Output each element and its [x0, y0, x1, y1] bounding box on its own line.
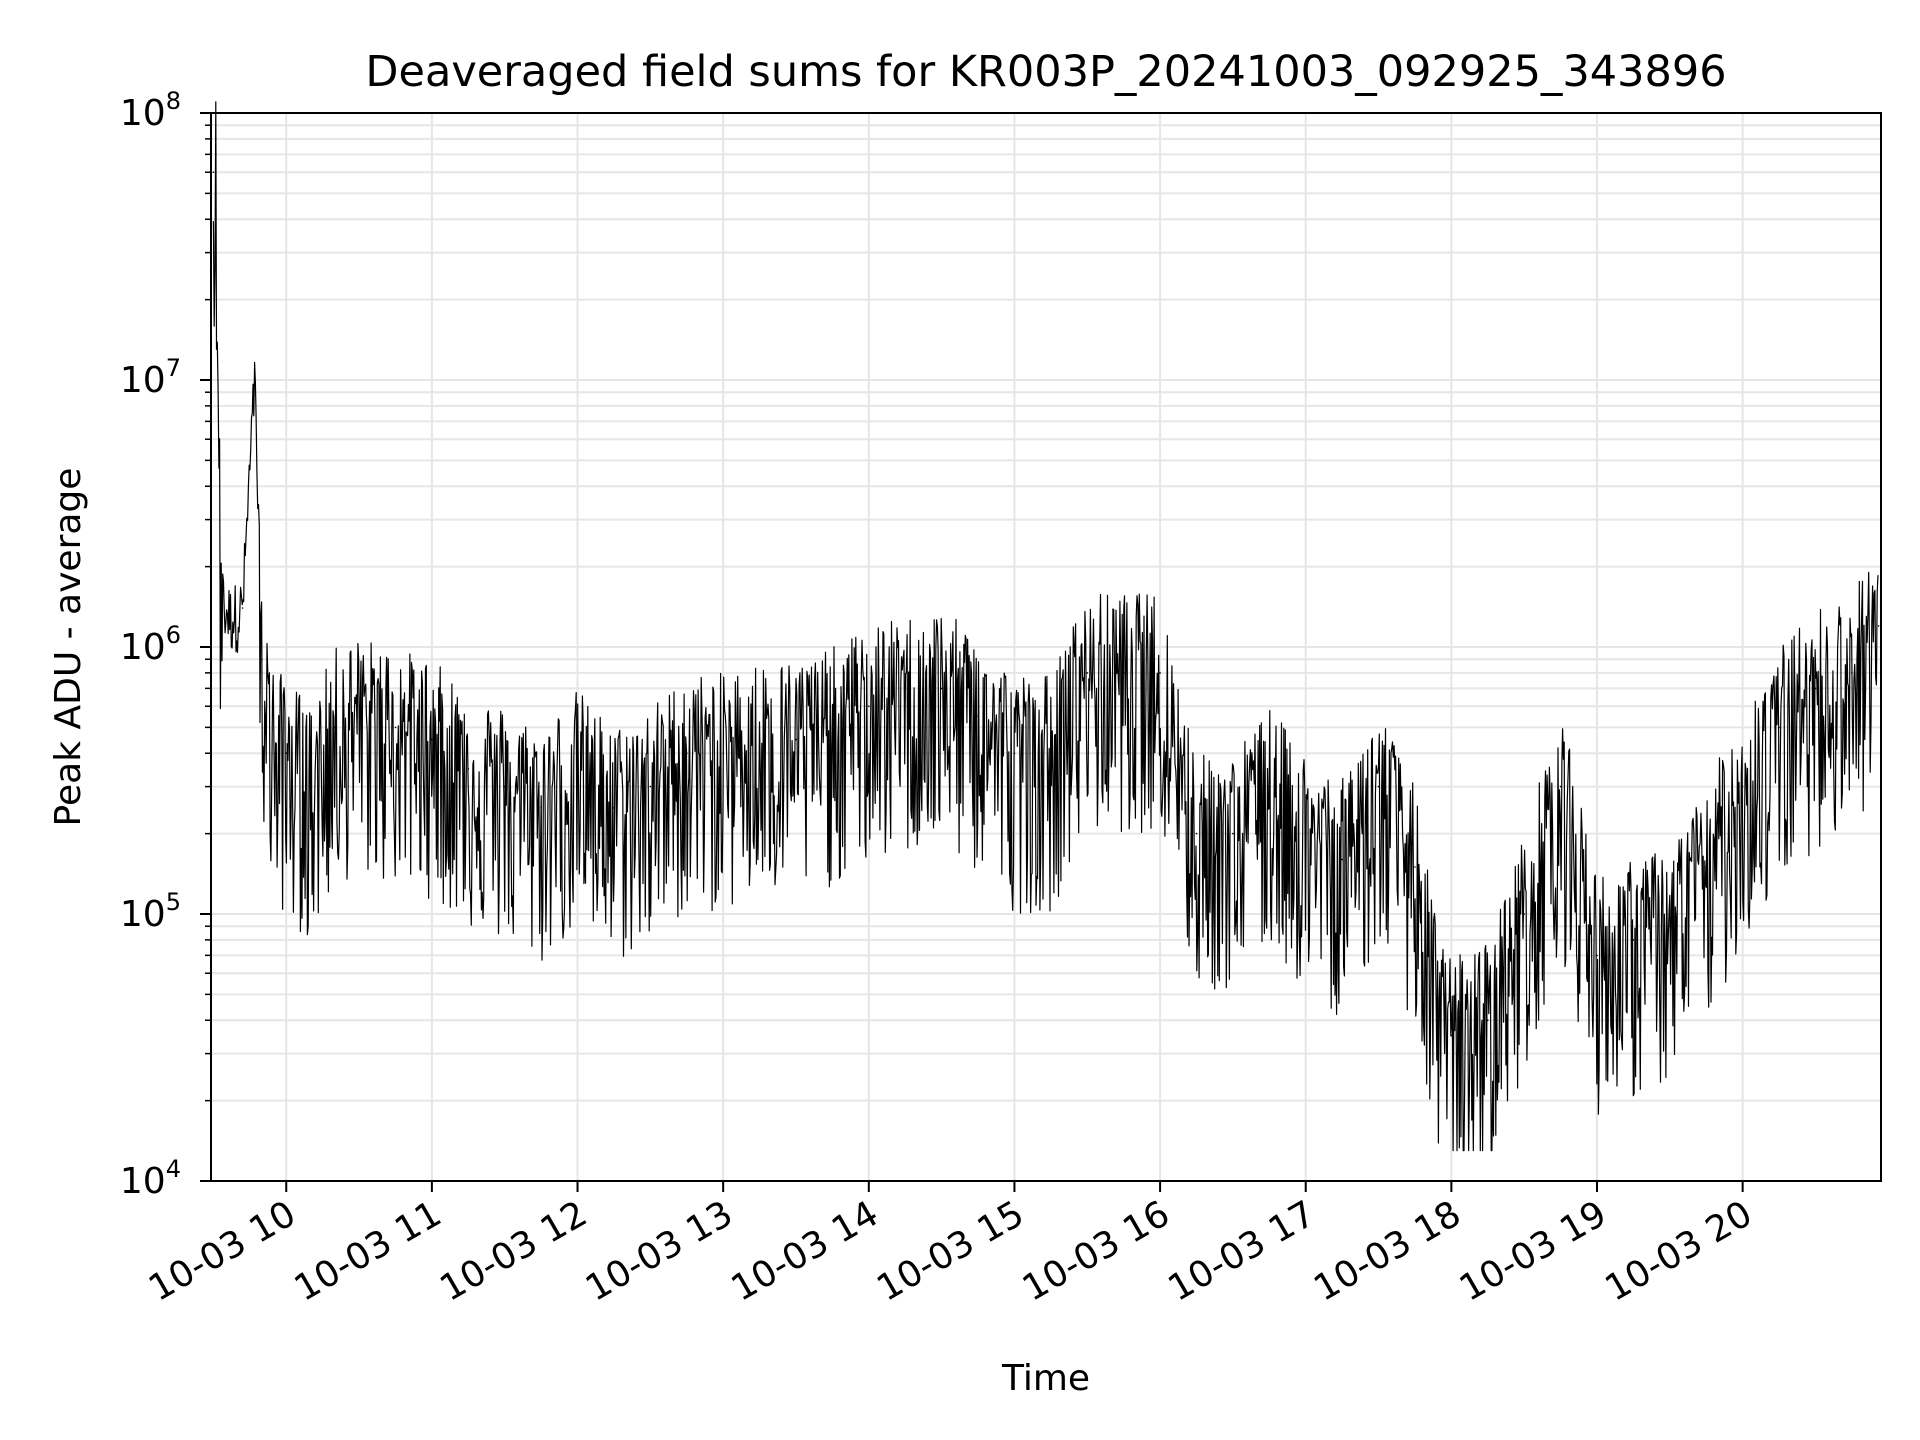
- data-point: [686, 752, 688, 754]
- data-point: [285, 752, 288, 754]
- data-point: [309, 785, 312, 788]
- y-tick-label: 108: [120, 87, 181, 134]
- chart-title: Deaveraged field sums for KR003P_2024100…: [365, 47, 1726, 97]
- series-line: [212, 101, 1879, 1152]
- data-point: [1232, 832, 1234, 835]
- data-point: [1341, 858, 1343, 861]
- data-point: [1814, 687, 1817, 690]
- grid: [211, 112, 1881, 1182]
- data-point: [904, 696, 906, 698]
- data-point: [212, 171, 215, 173]
- data-point: [1159, 672, 1161, 674]
- data-point: [540, 807, 542, 809]
- data-point: [1268, 785, 1271, 788]
- data-point: [576, 767, 579, 770]
- data-point: [868, 705, 870, 707]
- series-layer: [212, 101, 1880, 1152]
- data-point: [1414, 866, 1416, 868]
- data-point: [215, 153, 217, 156]
- data-point: [219, 599, 222, 601]
- data-point: [1438, 1019, 1440, 1021]
- data-point: [1122, 672, 1125, 674]
- data-point: [1877, 625, 1880, 627]
- data-point: [1559, 785, 1562, 788]
- y-tick-label: 106: [120, 621, 181, 668]
- data-point: [1013, 752, 1016, 754]
- data-point: [1487, 1019, 1489, 1021]
- data-point: [722, 752, 724, 754]
- data-point: [358, 715, 360, 718]
- data-point: [503, 785, 506, 788]
- data-point: [394, 726, 397, 729]
- data-point: [1851, 672, 1853, 674]
- data-point: [1086, 672, 1089, 674]
- y-tick-label: 107: [120, 354, 181, 401]
- data-point: [1450, 1034, 1453, 1037]
- y-axis: 104 105 106 107 108: [120, 87, 211, 1202]
- y-tick-label: 105: [120, 888, 181, 935]
- data-point: [1705, 866, 1707, 868]
- x-axis-label: Time: [1001, 1358, 1090, 1399]
- data-point: [1377, 785, 1380, 788]
- data-point: [1304, 832, 1307, 835]
- data-point: [940, 687, 943, 690]
- data-point: [273, 752, 275, 754]
- data-point: [1669, 925, 1671, 927]
- data-point: [977, 715, 979, 718]
- data-point: [253, 379, 256, 381]
- data-point: [1741, 785, 1744, 788]
- data-point: [1195, 832, 1198, 835]
- data-point: [1778, 726, 1780, 729]
- data-point: [613, 807, 615, 809]
- data-point: [831, 726, 834, 729]
- data-point: [649, 785, 652, 788]
- data-point: [229, 615, 232, 618]
- data-point: [241, 607, 244, 609]
- data-point: [758, 738, 761, 741]
- data-point: [261, 658, 263, 660]
- data-point: [1632, 939, 1635, 941]
- data-point: [1050, 752, 1052, 754]
- data-point: [1596, 954, 1598, 957]
- data-point: [467, 767, 470, 770]
- y-tick-label: 104: [120, 1155, 181, 1202]
- data-point: [431, 738, 433, 741]
- data-point: [334, 726, 336, 729]
- data-point: [795, 738, 797, 741]
- data-point: [1523, 913, 1525, 915]
- y-axis-label: Peak ADU - average: [48, 468, 89, 827]
